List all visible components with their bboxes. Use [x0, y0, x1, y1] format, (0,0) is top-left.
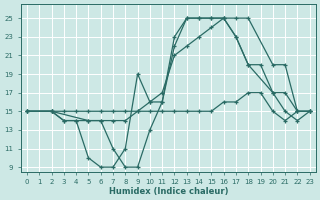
X-axis label: Humidex (Indice chaleur): Humidex (Indice chaleur): [108, 187, 228, 196]
